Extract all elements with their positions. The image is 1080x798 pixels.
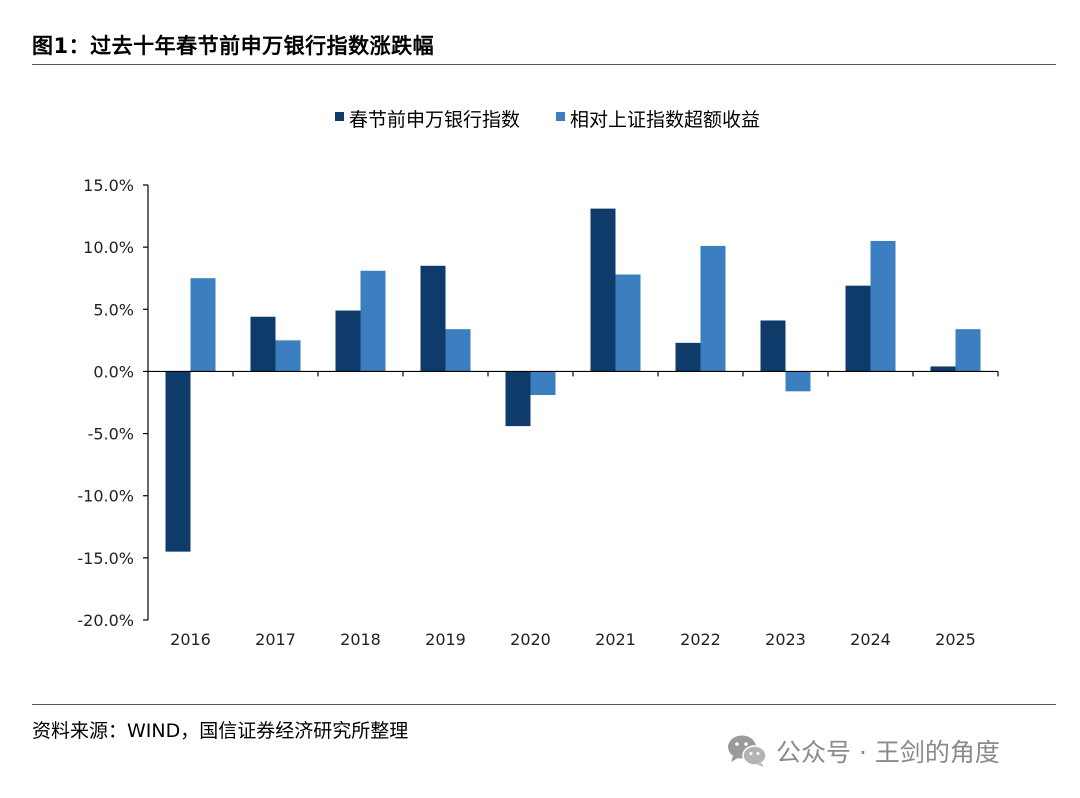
source-note: 资料来源：WIND，国信证券经济研究所整理 xyxy=(32,720,409,742)
x-tick-label: 2019 xyxy=(425,630,466,649)
y-tick-label: 0.0% xyxy=(93,362,134,381)
bar-2025-series-1 xyxy=(930,366,956,372)
x-tick-label: 2017 xyxy=(255,630,296,649)
bar-2018-series-1 xyxy=(335,310,361,372)
legend-label-1: 春节前申万银行指数 xyxy=(349,109,520,131)
watermark: 公众号 · 王剑的角度 xyxy=(726,733,1000,769)
bar-2017-series-2 xyxy=(275,340,301,372)
y-tick-label: -20.0% xyxy=(77,611,134,630)
bar-2023-series-1 xyxy=(760,320,786,372)
y-axis: 15.0% 10.0% 5.0% 0.0% -5.0% -10.0% -15.0% -20.0… xyxy=(77,176,149,630)
bar-2018-series-2 xyxy=(360,270,386,372)
bar-2023-series-2 xyxy=(785,371,811,392)
chart-legend: 春节前申万银行指数 相对上证指数超额收益 xyxy=(335,109,760,131)
bar-2025-series-2 xyxy=(955,329,981,372)
x-tick-label: 2022 xyxy=(680,630,721,649)
bar-2019-series-1 xyxy=(420,265,446,372)
x-axis: 2016 2017 2018 2019 2020 2021 2022 2023 2024 2025 xyxy=(148,370,999,649)
bar-2020-series-1 xyxy=(505,371,531,427)
bar-2024-series-1 xyxy=(845,285,871,372)
bar-2021-series-2 xyxy=(615,274,641,372)
y-tick-label: -15.0% xyxy=(77,549,134,568)
legend-swatch-1 xyxy=(335,112,344,121)
legend-label-2: 相对上证指数超额收益 xyxy=(570,109,760,131)
wechat-icon xyxy=(728,735,767,767)
legend-swatch-2 xyxy=(556,112,565,121)
title-divider xyxy=(32,64,1056,65)
watermark-text: 公众号 · 王剑的角度 xyxy=(776,738,1000,767)
x-tick-label: 2016 xyxy=(170,630,211,649)
x-tick-label: 2021 xyxy=(595,630,636,649)
x-tick-label: 2025 xyxy=(935,630,976,649)
x-tick-label: 2024 xyxy=(850,630,891,649)
y-tick-label: 10.0% xyxy=(83,238,134,257)
x-tick-label: 2023 xyxy=(765,630,806,649)
bar-2020-series-2 xyxy=(530,371,556,396)
bar-2017-series-1 xyxy=(250,316,276,372)
y-tick-label: 15.0% xyxy=(83,176,134,195)
bar-2016-series-1 xyxy=(165,371,191,552)
bar-2019-series-2 xyxy=(445,329,471,372)
figure-title: 图1：过去十年春节前申万银行指数涨跌幅 xyxy=(32,34,435,58)
bar-2021-series-1 xyxy=(590,208,616,372)
bar-2022-series-1 xyxy=(675,342,701,372)
bar-2024-series-2 xyxy=(870,240,896,372)
bar-2022-series-2 xyxy=(700,245,726,372)
source-divider xyxy=(32,704,1056,705)
bar-chart: 春节前申万银行指数 相对上证指数超额收益 15.0% 10.0% 5.0% 0.0% -5… xyxy=(77,109,999,649)
y-tick-label: -10.0% xyxy=(77,487,134,506)
bar-2016-series-2 xyxy=(190,278,216,372)
y-tick-label: -5.0% xyxy=(88,425,134,444)
x-tick-label: 2018 xyxy=(340,630,381,649)
x-tick-label: 2020 xyxy=(510,630,551,649)
bars xyxy=(165,208,981,552)
y-tick-label: 5.0% xyxy=(93,300,134,319)
